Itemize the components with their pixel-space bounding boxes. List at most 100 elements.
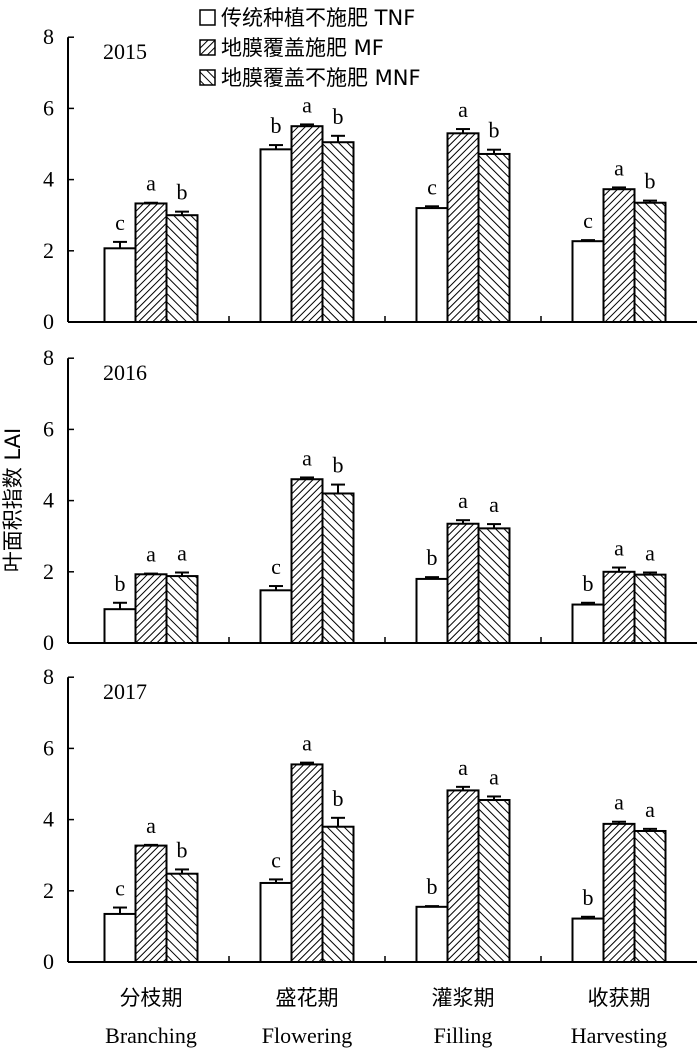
- significance-letter: b: [333, 786, 344, 811]
- panel-year-label: 2015: [103, 39, 147, 64]
- y-tick-label: 6: [43, 95, 54, 120]
- x-category-cn: 收获期: [588, 986, 651, 1010]
- y-tick-label: 6: [43, 735, 54, 760]
- bar-TNF-0: [103, 912, 137, 964]
- significance-letter: a: [302, 445, 312, 470]
- significance-letter: c: [271, 554, 281, 579]
- significance-letter: a: [302, 92, 312, 117]
- bar-MNF-3: [633, 573, 667, 645]
- significance-letter: c: [583, 208, 593, 233]
- bar-TNF-2: [415, 905, 449, 964]
- x-category-cn: 灌浆期: [432, 986, 495, 1010]
- y-tick-label: 8: [43, 24, 54, 49]
- bar-MNF-1: [321, 492, 355, 645]
- y-tick-label: 0: [43, 630, 54, 655]
- significance-letter: b: [583, 885, 594, 910]
- significance-letter: b: [177, 180, 188, 205]
- significance-letter: b: [333, 104, 344, 129]
- bar-MF-0: [134, 844, 168, 964]
- x-category-en: Branching: [105, 1023, 197, 1048]
- x-category-en: Harvesting: [571, 1023, 668, 1048]
- significance-letter: a: [458, 755, 468, 780]
- significance-letter: b: [177, 837, 188, 862]
- x-category-cn: 分枝期: [120, 986, 183, 1010]
- bar-MF-2: [446, 789, 480, 964]
- significance-letter: b: [583, 571, 594, 596]
- bar-TNF-1: [259, 148, 293, 323]
- significance-letter: a: [645, 541, 655, 566]
- bar-MF-3: [602, 822, 636, 964]
- bar-MF-0: [134, 202, 168, 323]
- y-tick-label: 2: [43, 878, 54, 903]
- legend-swatch-0: [199, 9, 216, 26]
- significance-letter: a: [177, 541, 187, 566]
- bar-TNF-1: [259, 881, 293, 964]
- significance-letter: a: [458, 97, 468, 122]
- x-category-cn: 盛花期: [276, 986, 339, 1010]
- significance-letter: a: [146, 813, 156, 838]
- significance-letter: b: [427, 545, 438, 570]
- significance-letter: c: [115, 876, 125, 901]
- bar-TNF-3: [571, 240, 605, 323]
- bar-MNF-2: [477, 527, 511, 644]
- bar-MNF-1: [321, 141, 355, 323]
- significance-letter: c: [271, 847, 281, 872]
- significance-letter: a: [489, 764, 499, 789]
- significance-letter: a: [489, 492, 499, 517]
- significance-letter: b: [271, 113, 282, 138]
- significance-letter: b: [489, 118, 500, 143]
- significance-letter: a: [614, 155, 624, 180]
- bar-MF-2: [446, 522, 480, 644]
- significance-letter: c: [115, 210, 125, 235]
- bar-MNF-3: [633, 201, 667, 324]
- bar-MNF-0: [165, 214, 199, 323]
- legend-label-0: 传统种植不施肥 TNF: [221, 6, 415, 30]
- significance-letter: a: [146, 542, 156, 567]
- bar-TNF-2: [415, 577, 449, 644]
- legend: 传统种植不施肥 TNF 地膜覆盖施肥 MF 地膜覆盖不施肥 MNF: [199, 6, 421, 90]
- significance-letter: a: [614, 536, 624, 561]
- bar-MF-1: [290, 763, 324, 963]
- panel-year-label: 2016: [103, 360, 147, 385]
- y-tick-label: 2: [43, 559, 54, 584]
- y-tick-label: 4: [43, 167, 54, 192]
- y-tick-label: 8: [43, 664, 54, 689]
- significance-letter: b: [645, 169, 656, 194]
- bar-MNF-3: [633, 829, 667, 963]
- legend-swatch-1: [199, 39, 216, 56]
- y-tick-label: 8: [43, 345, 54, 370]
- bar-MNF-2: [477, 152, 511, 323]
- bar-MF-2: [446, 132, 480, 323]
- legend-label-1: 地膜覆盖施肥 MF: [221, 36, 384, 60]
- legend-swatch-2: [199, 69, 216, 86]
- bar-TNF-0: [103, 247, 137, 323]
- bar-TNF-2: [415, 207, 449, 323]
- bar-MNF-1: [321, 825, 355, 963]
- x-category-en: Flowering: [262, 1023, 352, 1048]
- significance-letter: c: [427, 174, 437, 199]
- y-tick-label: 4: [43, 488, 54, 513]
- significance-letter: a: [458, 488, 468, 513]
- bar-MF-1: [290, 125, 324, 323]
- bar-MF-3: [602, 188, 636, 323]
- bar-MNF-0: [165, 575, 199, 645]
- significance-letter: b: [427, 874, 438, 899]
- x-category-en: Filling: [434, 1023, 493, 1048]
- bar-MF-0: [134, 573, 168, 644]
- significance-letter: b: [115, 571, 126, 596]
- significance-letter: a: [146, 171, 156, 196]
- y-tick-label: 6: [43, 416, 54, 441]
- y-tick-label: 4: [43, 807, 54, 832]
- bar-TNF-3: [571, 917, 605, 963]
- y-tick-label: 2: [43, 238, 54, 263]
- significance-letter: a: [614, 790, 624, 815]
- panel-year-label: 2017: [103, 679, 147, 704]
- bar-MF-1: [290, 478, 324, 644]
- bar-TNF-1: [259, 589, 293, 645]
- bar-MNF-2: [477, 799, 511, 964]
- bar-TNF-3: [571, 603, 605, 644]
